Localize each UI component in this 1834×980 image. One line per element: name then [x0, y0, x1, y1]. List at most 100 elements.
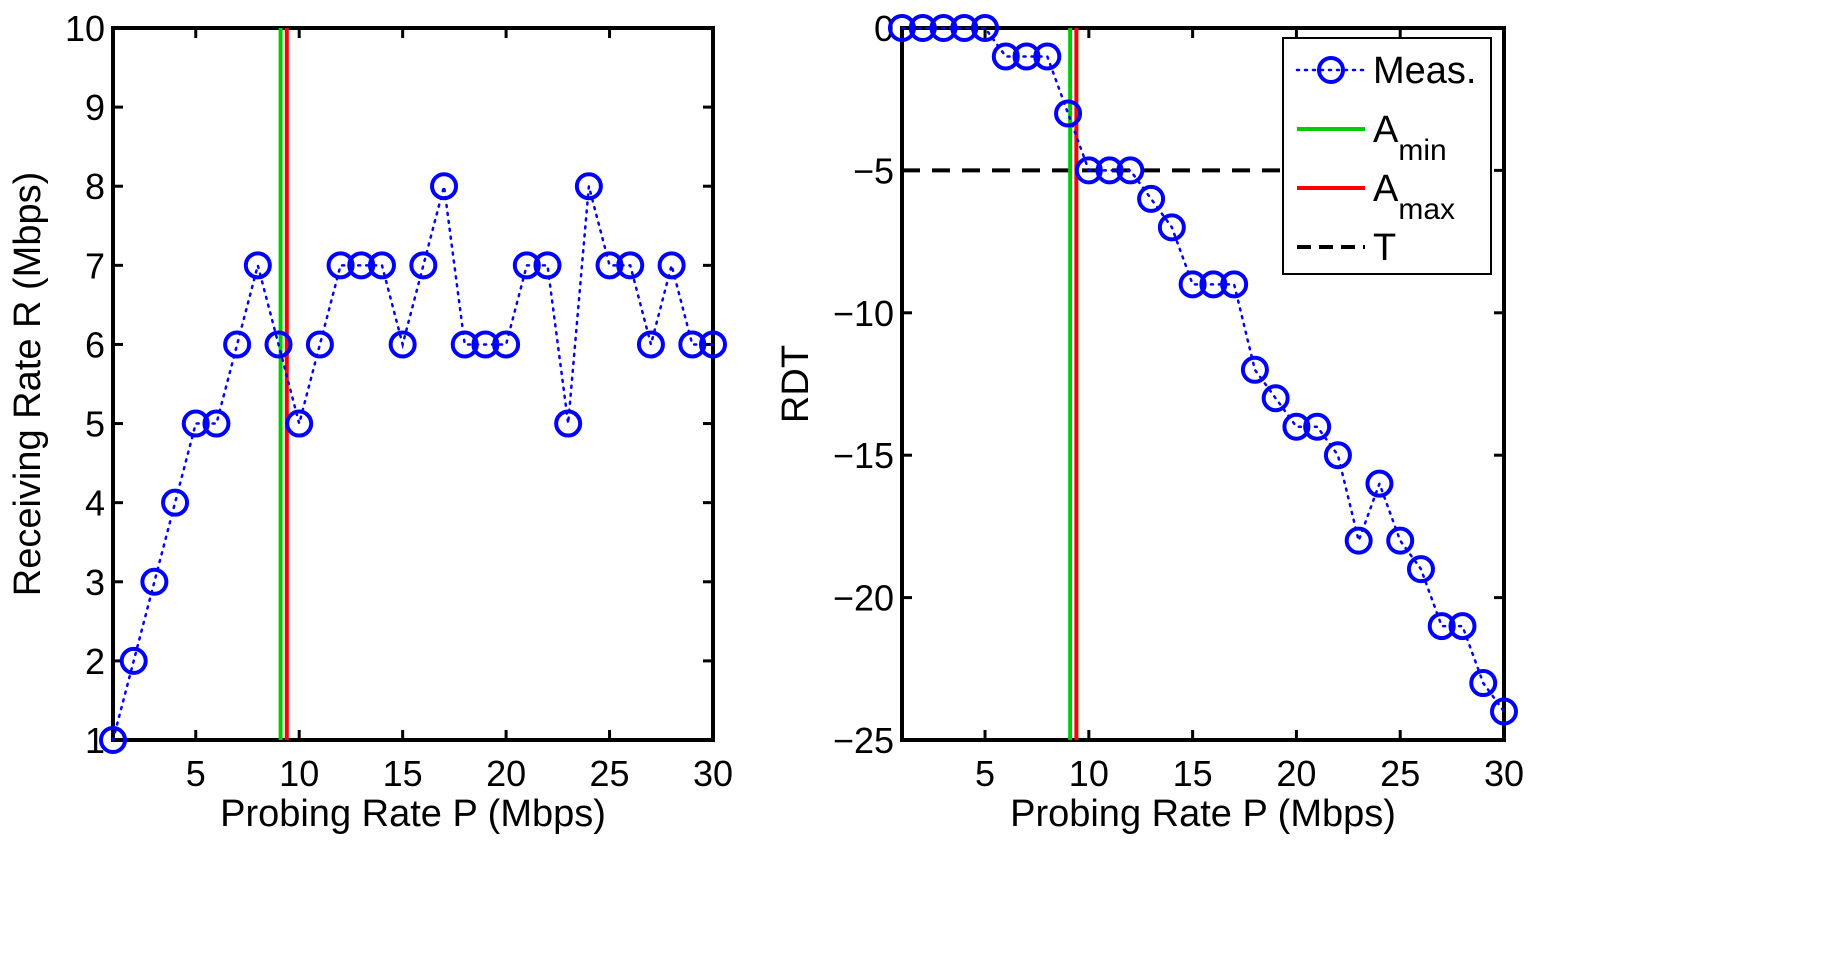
data-point	[119, 646, 148, 675]
data-point	[1054, 99, 1083, 128]
x-axis-label: Probing Rate P (Mbps)	[1010, 793, 1396, 835]
data-point	[1469, 669, 1498, 698]
data-point	[388, 330, 417, 359]
data-point	[595, 251, 624, 280]
data-point	[1261, 384, 1290, 413]
data-point	[1448, 612, 1477, 641]
axes-frame	[111, 26, 715, 742]
data-point	[1012, 42, 1041, 71]
data-point	[285, 409, 314, 438]
y-tick-label: 9	[85, 87, 105, 128]
y-tick-label: 4	[85, 483, 105, 524]
data-point	[181, 409, 210, 438]
data-point	[1033, 42, 1062, 71]
y-axis-label: RDT	[775, 345, 817, 423]
y-tick-label: −5	[853, 150, 894, 191]
data-point	[1344, 526, 1373, 555]
legend-entry: T	[1297, 227, 1396, 269]
x-tick-label: 15	[1173, 753, 1213, 794]
data-point	[450, 330, 479, 359]
x-tick-label: 30	[1484, 753, 1524, 794]
y-tick-label: 3	[85, 562, 105, 603]
x-tick-label: 30	[693, 753, 733, 794]
data-point	[636, 330, 665, 359]
legend-label-subscript: max	[1398, 193, 1455, 226]
data-point	[1116, 156, 1145, 185]
x-tick-label: 10	[279, 753, 319, 794]
data-point	[243, 251, 272, 280]
y-axis-label: Receiving Rate R (Mbps)	[7, 172, 49, 596]
x-tick-label: 15	[383, 753, 423, 794]
data-point	[616, 251, 645, 280]
x-tick-label: 5	[186, 753, 206, 794]
x-tick-label: 20	[486, 753, 526, 794]
data-point	[347, 251, 376, 280]
y-tick-label: −25	[833, 720, 894, 761]
data-point	[929, 14, 958, 42]
data-point	[202, 409, 231, 438]
data-point	[699, 330, 727, 359]
data-point	[1303, 412, 1332, 441]
data-point	[908, 14, 937, 42]
data-point	[991, 42, 1020, 71]
data-point	[305, 330, 334, 359]
data-point	[1323, 441, 1352, 470]
data-point	[140, 567, 169, 596]
y-tick-label: 1	[85, 720, 105, 761]
y-tick-label: 5	[85, 404, 105, 445]
series-line-meas	[111, 185, 715, 742]
data-point	[1095, 156, 1124, 185]
data-point	[678, 330, 707, 359]
data-point	[554, 409, 583, 438]
y-tick-label: 0	[874, 8, 894, 49]
data-point	[512, 251, 541, 280]
x-tick-label: 10	[1069, 753, 1109, 794]
data-point	[1386, 526, 1415, 555]
data-point	[971, 14, 1000, 42]
y-tick-label: −20	[833, 578, 894, 619]
legend-box	[1282, 37, 1492, 275]
y-tick-label: −15	[833, 435, 894, 476]
data-point	[223, 330, 252, 359]
data-point	[471, 330, 500, 359]
data-point	[1137, 184, 1166, 213]
right-chart-panel: 5 10 15 20 25 30 0 −5 −10 −15 −20 −25 Probing Rate P…	[775, 8, 1524, 835]
data-point	[1427, 612, 1456, 641]
data-point	[367, 251, 396, 280]
data-point	[574, 172, 603, 201]
data-point	[492, 330, 521, 359]
data-point	[1240, 355, 1269, 384]
data-point	[1220, 270, 1249, 299]
data-point	[1178, 270, 1207, 299]
y-tick-label: 8	[85, 166, 105, 207]
data-point	[409, 251, 438, 280]
y-tick-label: 2	[85, 641, 105, 682]
data-point	[1365, 469, 1394, 498]
legend-label-subscript: min	[1398, 134, 1446, 167]
data-point	[1074, 156, 1103, 185]
axes-frame	[900, 26, 1506, 742]
data-point	[533, 251, 562, 280]
x-tick-label: 5	[975, 753, 995, 794]
x-tick-label: 25	[1380, 753, 1420, 794]
data-point	[1199, 270, 1228, 299]
data-point	[1490, 697, 1518, 726]
y-tick-label: −10	[833, 293, 894, 334]
legend-swatch-marker	[1317, 56, 1345, 84]
data-point	[657, 251, 686, 280]
y-tick-label: 6	[85, 324, 105, 365]
x-axis-label: Probing Rate P (Mbps)	[220, 793, 606, 835]
legend-label: T	[1373, 227, 1396, 269]
data-point	[950, 14, 979, 42]
data-point	[161, 488, 190, 517]
y-tick-label: 7	[85, 245, 105, 286]
legend-entry: Meas.	[1295, 50, 1476, 92]
data-point	[1282, 412, 1311, 441]
x-tick-label: 25	[590, 753, 630, 794]
y-tick-label: 10	[65, 8, 105, 49]
data-point	[430, 172, 459, 201]
data-point	[1406, 555, 1435, 584]
